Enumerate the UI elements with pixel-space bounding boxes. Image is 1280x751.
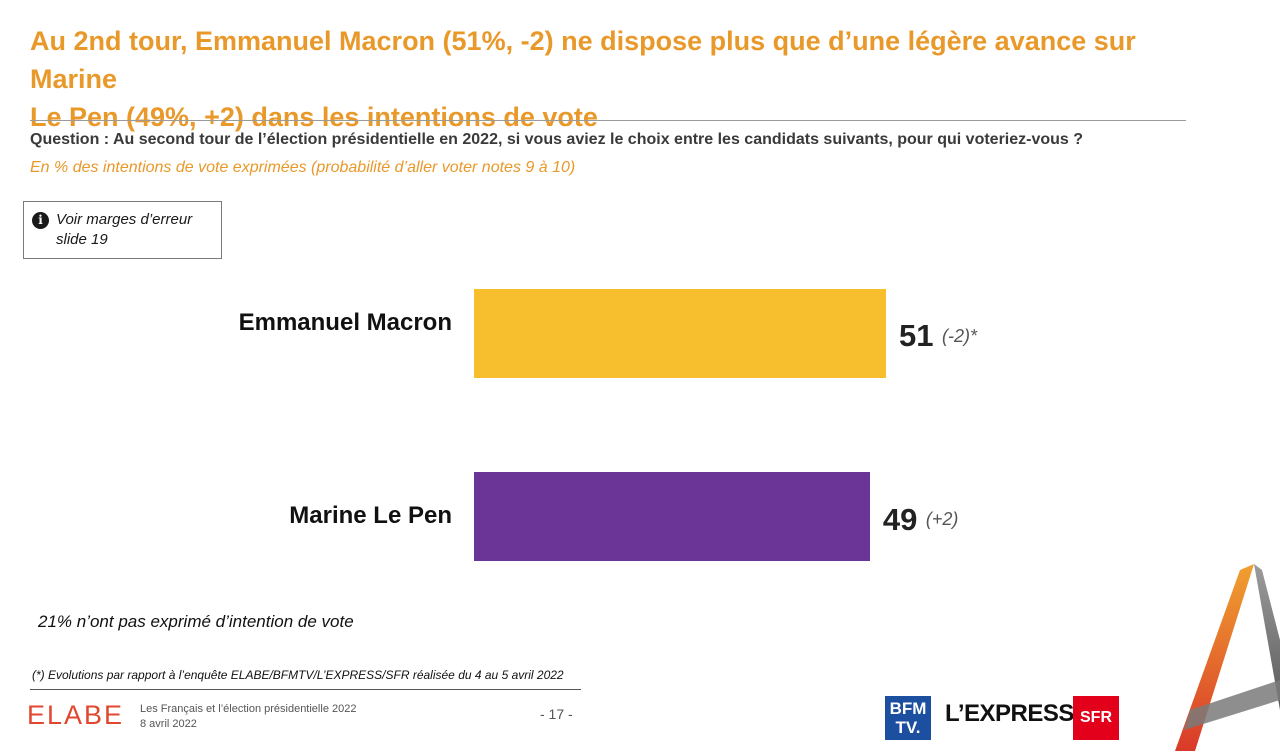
study-date: 8 avril 2022	[140, 718, 197, 730]
bfmtv-logo: BFM TV.	[885, 696, 931, 740]
subtitle-text: En % des intentions de vote exprimées (p…	[30, 159, 576, 176]
evolution-label-le-pen: (+2)	[925, 509, 959, 529]
question-text: Question : Au second tour de l’élection …	[30, 131, 1084, 148]
footer-divider	[30, 689, 581, 690]
elabe-a-decoration	[1175, 564, 1280, 751]
footnote: (*) Evolutions par rapport à l’enquête E…	[32, 668, 564, 682]
category-label-le-pen: Marine Le Pen	[289, 502, 452, 529]
title-line-1: Au 2nd tour, Emmanuel Macron (51%, -2) n…	[30, 26, 1136, 94]
bfmtv-logo-line-2: TV.	[895, 718, 921, 737]
header-divider	[30, 120, 1186, 121]
error-margin-line-1: Voir marges d’erreur	[56, 211, 193, 228]
lexpress-logo: L’EXPRESS	[945, 700, 1074, 727]
study-info: Les Français et l’élection présidentiell…	[140, 702, 356, 732]
bar-macron	[474, 289, 886, 378]
value-label-macron: 51	[899, 318, 934, 353]
study-title: Les Français et l’élection présidentiell…	[140, 703, 357, 715]
elabe-logo: ELABE	[27, 700, 125, 730]
error-margin-text: Voir marges d’erreur slide 19	[56, 210, 218, 250]
bfmtv-logo-line-1: BFM	[889, 699, 927, 718]
error-margin-box: i Voir marges d’erreur slide 19	[23, 201, 222, 259]
page-number: - 17 -	[540, 706, 573, 722]
sfr-logo: SFR	[1073, 696, 1119, 740]
info-icon: i	[32, 212, 49, 229]
category-label-macron: Emmanuel Macron	[238, 309, 452, 336]
value-label-le-pen: 49	[882, 502, 918, 537]
title-line-2: Le Pen (49%, +2) dans les intentions de …	[30, 102, 598, 132]
error-margin-line-2: slide 19	[56, 231, 108, 248]
page-title: Au 2nd tour, Emmanuel Macron (51%, -2) n…	[30, 22, 1230, 136]
bar-le-pen	[474, 472, 870, 561]
evolution-label-macron: (-2)*	[942, 326, 977, 346]
abstention-note: 21% n’ont pas exprimé d’intention de vot…	[38, 612, 354, 631]
